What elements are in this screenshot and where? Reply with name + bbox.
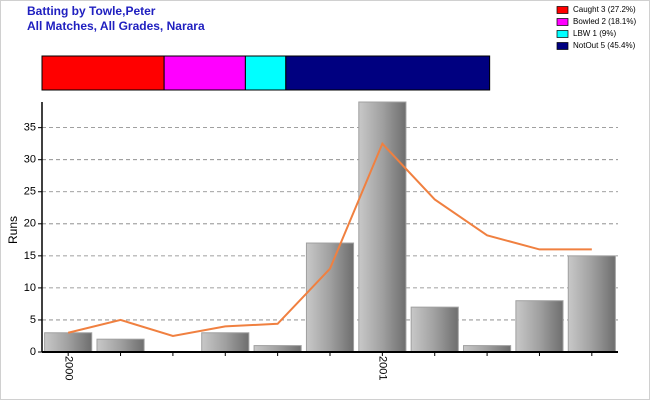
- bar: [515, 300, 564, 353]
- y-tick-label: 15: [24, 250, 36, 262]
- y-tick-label: 35: [24, 122, 36, 134]
- legend-swatch: [556, 30, 569, 38]
- y-tick-label: 10: [24, 282, 36, 294]
- bar: [358, 101, 407, 353]
- legend-label: LBW 1 (9%): [573, 29, 616, 38]
- dismissal-segment: [163, 55, 246, 91]
- dismissal-segment: [285, 55, 491, 91]
- legend-swatch: [556, 18, 569, 26]
- legend-swatch: [556, 6, 569, 14]
- dismissal-segment: [41, 55, 165, 91]
- chart-title: Batting by Towle,Peter: [27, 4, 156, 18]
- x-tick-label: 2000: [62, 356, 74, 380]
- dismissal-segment: [244, 55, 287, 91]
- bar: [96, 338, 145, 353]
- legend-label: Caught 3 (27.2%): [573, 5, 636, 14]
- bar: [305, 242, 355, 353]
- bar: [567, 255, 616, 353]
- bar: [410, 306, 459, 353]
- y-axis-label: Runs: [6, 216, 20, 244]
- y-tick-label: 0: [30, 346, 36, 358]
- x-tick-label: 2001: [376, 356, 388, 380]
- y-tick-label: 30: [24, 154, 36, 166]
- y-tick-label: 20: [24, 218, 36, 230]
- bar: [44, 332, 93, 353]
- bar: [201, 332, 250, 353]
- legend-swatch: [556, 42, 569, 50]
- chart-subtitle: All Matches, All Grades, Narara: [27, 19, 205, 33]
- average-line: [67, 141, 592, 338]
- legend-label: NotOut 5 (45.4%): [573, 41, 636, 50]
- y-tick-label: 5: [30, 314, 36, 326]
- legend-label: Bowled 2 (18.1%): [573, 17, 636, 26]
- y-tick-label: 25: [24, 186, 36, 198]
